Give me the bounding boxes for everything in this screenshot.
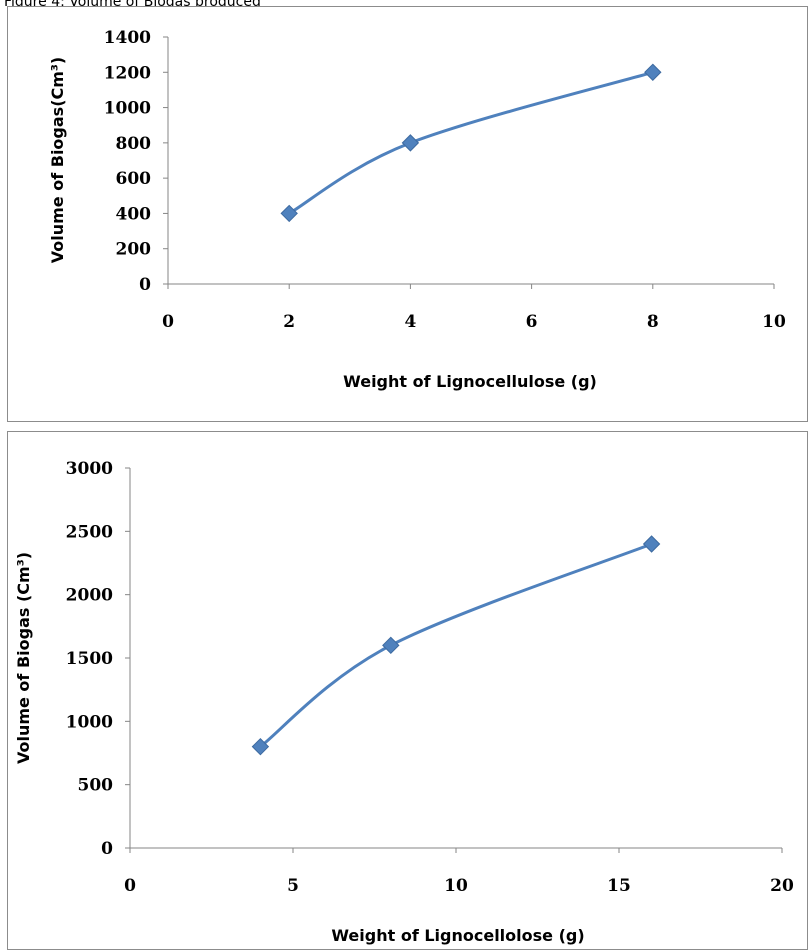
chart-1-y-axis-title: Volume of Biogas(Cm³) — [48, 57, 67, 263]
chart-panel-2: 0 500 1000 1500 2000 2500 3000 0 5 10 15 20 Weight o… — [7, 431, 808, 950]
chart-1-y-tick-label: 600 — [116, 169, 152, 189]
chart-1-y-tick-label: 1000 — [104, 99, 151, 119]
chart-2-y-tick-label: 1500 — [66, 649, 113, 669]
chart-1-y-tick-label: 1400 — [104, 28, 151, 48]
chart-1-data-point-marker — [644, 63, 662, 81]
chart-1-svg: 0 200 400 600 800 1000 1200 1400 0 2 4 6 8 10 Weight o… — [48, 28, 786, 391]
chart-2-svg: 0 500 1000 1500 2000 2500 3000 0 5 10 15 20 Weight o… — [14, 459, 794, 945]
chart-2-y-tick-label: 1000 — [66, 712, 113, 732]
chart-2-y-tick-label: 2500 — [66, 522, 113, 542]
chart-2-y-axis-title: Volume of Biogas (Cm³) — [14, 552, 33, 764]
chart-panel-1: 0 200 400 600 800 1000 1200 1400 0 2 4 6 8 10 Weight o… — [7, 6, 808, 422]
chart-1-y-tick-label: 200 — [116, 240, 152, 260]
chart-2-y-tick-label: 0 — [101, 839, 113, 859]
chart-1-y-tick-label: 800 — [116, 134, 152, 154]
chart-1-series-line — [288, 70, 654, 215]
chart-2-x-tick-label: 0 — [124, 876, 136, 896]
chart-1-x-tick-label: 0 — [162, 312, 174, 332]
chart-2-data-point-marker — [382, 636, 400, 655]
chart-2-y-tick-label: 500 — [78, 776, 114, 796]
chart-1-x-tick-label: 10 — [762, 312, 786, 332]
chart-2-data-point-marker — [251, 737, 270, 756]
chart-2-y-tick-label: 2000 — [66, 586, 113, 606]
chart-2-x-tick-label: 10 — [444, 876, 468, 896]
chart-1-data-point-marker — [280, 204, 298, 223]
chart-2-x-tick-label: 5 — [287, 876, 299, 896]
chart-1-y-tick-label: 0 — [139, 275, 151, 295]
chart-1-x-tick-label: 6 — [526, 312, 538, 332]
chart-1-x-tick-label: 4 — [404, 312, 416, 332]
chart-2-x-axis-title: Weight of Lignocellolose (g) — [331, 926, 584, 945]
chart-2-x-tick-label: 20 — [770, 876, 794, 896]
chart-1-x-tick-label: 8 — [647, 312, 659, 332]
chart-1-x-tick-label: 2 — [283, 312, 295, 332]
chart-2-y-tick-label: 3000 — [66, 459, 113, 479]
chart-2-data-point-marker — [642, 535, 661, 553]
figure-caption: Figure 4: Volume of Biogas produced — [4, 0, 261, 10]
chart-2-series-line — [259, 542, 653, 748]
chart-1-data-point-marker — [401, 134, 420, 152]
chart-1-y-tick-label: 1200 — [104, 63, 151, 83]
chart-1-x-axis-title: Weight of Lignocellulose (g) — [343, 372, 597, 391]
chart-1-y-tick-label: 400 — [116, 204, 152, 224]
chart-2-x-tick-label: 15 — [607, 876, 631, 896]
